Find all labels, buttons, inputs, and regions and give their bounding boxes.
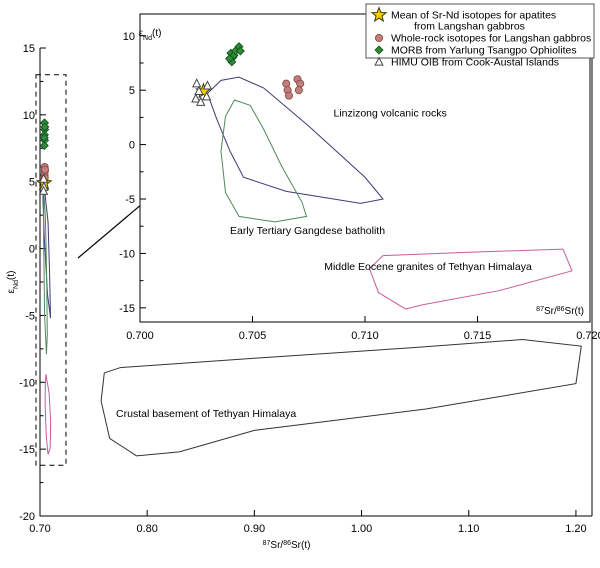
main-xtick-label: 0.70 — [29, 523, 50, 535]
inset-panel — [139, 13, 591, 323]
main-ytick-label: -10 — [19, 377, 35, 389]
inset-datapoint-circle — [284, 91, 294, 100]
inset-field-outline — [368, 248, 573, 310]
main-datapoint-diamond — [40, 122, 50, 132]
main-field-outline — [100, 338, 582, 457]
legend-label: Whole-rock isotopes for Langshan gabbros — [391, 33, 591, 45]
main-datapoint-triangle-open — [38, 185, 49, 195]
inset-field-label: Middle Eocene granites of Tethyan Himala… — [324, 261, 532, 273]
inset-field-outline — [206, 76, 384, 204]
legend-label: MORB from Yarlung Tsangpo Ophiolites — [391, 45, 577, 57]
inset-xtick-label: 0.720 — [576, 330, 600, 342]
legend-triangle-open-marker — [374, 56, 384, 66]
inset-ytick-label: 0 — [129, 140, 135, 152]
inset-zoom-box — [35, 74, 67, 466]
inset-datapoint-triangle-open — [194, 85, 204, 95]
legend-label: Mean of Sr-Nd isotopes for apatites — [391, 10, 556, 22]
main-field-outline — [43, 195, 48, 355]
main-datapoint-circle — [40, 165, 49, 174]
inset-ytick-label: 10 — [123, 31, 135, 43]
inset-datapoint-circle — [294, 86, 303, 95]
inset-field-outline — [220, 99, 308, 223]
inset-datapoint-triangle-open — [202, 80, 213, 90]
inset-datapoint-diamond — [235, 46, 245, 56]
inset-field-label: Linzizong volcanic rocks — [334, 107, 447, 119]
main-xaxis-label: 87Sr/86Sr(t) — [263, 540, 311, 552]
inset-ytick-label: 5 — [129, 85, 135, 97]
main-xtick-label: 0.90 — [244, 523, 265, 535]
inset-yaxis-label: εNd(t) — [139, 28, 162, 42]
main-ytick-label: 0 — [29, 244, 35, 256]
inset-xtick-label: 0.710 — [351, 330, 379, 342]
legend-label-cont: from Langshan gabbros — [414, 21, 525, 33]
inset-datapoint-triangle-open — [192, 78, 202, 88]
main-ytick-label: -15 — [19, 444, 35, 456]
inset-ytick-label: -15 — [119, 303, 135, 315]
inset-xtick-label: 0.700 — [126, 330, 154, 342]
main-ytick-label: -20 — [19, 511, 35, 523]
main-ytick-label: 10 — [23, 110, 35, 122]
main-ytick-label: -5 — [25, 310, 35, 322]
legend-circle-marker — [374, 33, 384, 43]
main-ytick-label: 15 — [23, 43, 35, 55]
legend-star-marker — [370, 6, 388, 23]
main-datapoint-diamond — [39, 133, 49, 143]
inset-datapoint-triangle-open — [201, 91, 212, 101]
main-datapoint-diamond — [39, 141, 49, 151]
inset-datapoint-triangle-open — [196, 96, 206, 106]
inset-xtick-label: 0.705 — [239, 330, 267, 342]
legend-box — [365, 3, 595, 59]
main-xtick-label: 1.00 — [351, 523, 372, 535]
main-field-label: Crustal basement of Tethyan Himalaya — [116, 408, 296, 420]
main-xtick-label: 1.20 — [565, 523, 586, 535]
legend-label: HIMU OIB from Cook-Austal Islands — [391, 57, 559, 69]
inset-datapoint-circle — [296, 79, 305, 88]
main-field-outline — [44, 374, 52, 455]
inset-datapoint-triangle-open — [191, 93, 201, 103]
inset-xaxis-label: 87Sr/86Sr(t) — [536, 306, 584, 318]
inset-xtick-label: 0.715 — [464, 330, 492, 342]
legend-diamond-marker — [374, 45, 384, 55]
main-ytick-label: 5 — [29, 177, 35, 189]
inset-field-label: Early Tertiary Gangdese batholith — [230, 225, 385, 237]
inset-datapoint-circle — [282, 79, 291, 88]
inset-datapoint-diamond — [225, 54, 235, 64]
inset-ytick-label: -10 — [119, 248, 135, 260]
inset-ytick-label: -5 — [125, 194, 135, 206]
main-xtick-label: 0.80 — [136, 523, 157, 535]
main-xtick-label: 1.10 — [458, 523, 479, 535]
main-yaxis-label: εNd(t) — [6, 271, 20, 294]
